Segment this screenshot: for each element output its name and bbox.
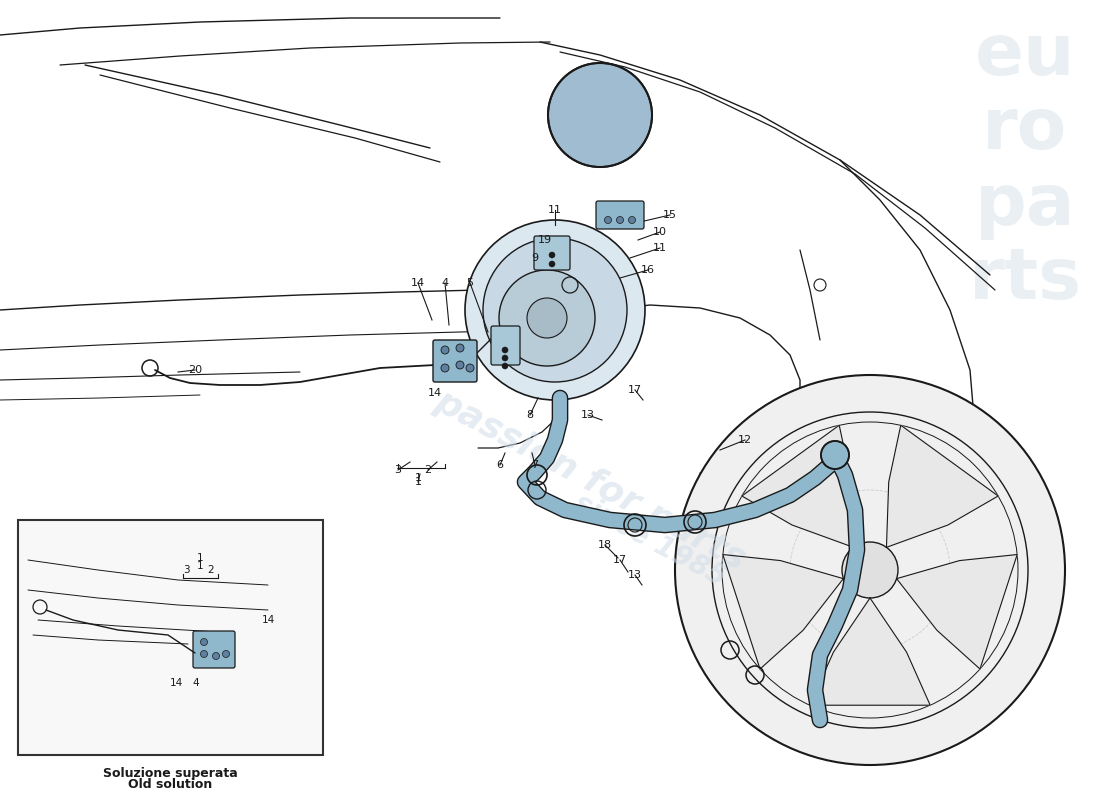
Text: 7: 7 xyxy=(531,460,539,470)
Circle shape xyxy=(466,364,474,372)
Text: 13: 13 xyxy=(628,570,642,580)
Text: 10: 10 xyxy=(653,227,667,237)
Text: 2: 2 xyxy=(425,465,431,475)
Circle shape xyxy=(200,650,208,658)
Text: 1: 1 xyxy=(415,473,421,483)
Circle shape xyxy=(675,375,1065,765)
Text: 1: 1 xyxy=(415,477,421,487)
FancyBboxPatch shape xyxy=(192,631,235,668)
Circle shape xyxy=(212,653,220,659)
Polygon shape xyxy=(896,554,1018,669)
Polygon shape xyxy=(887,426,998,547)
Text: 4: 4 xyxy=(192,678,199,688)
Text: 13: 13 xyxy=(581,410,595,420)
Text: passion for parts: passion for parts xyxy=(429,383,751,577)
Text: 1: 1 xyxy=(197,553,204,563)
Circle shape xyxy=(821,441,849,469)
Circle shape xyxy=(441,364,449,372)
Text: 1: 1 xyxy=(197,561,204,571)
Circle shape xyxy=(456,361,464,369)
Text: 6: 6 xyxy=(496,460,504,470)
Circle shape xyxy=(842,542,898,598)
Circle shape xyxy=(222,650,230,658)
Circle shape xyxy=(628,217,636,223)
Circle shape xyxy=(200,638,208,646)
FancyBboxPatch shape xyxy=(18,520,323,755)
Circle shape xyxy=(502,355,508,361)
Text: 15: 15 xyxy=(663,210,676,220)
Text: 14: 14 xyxy=(262,615,275,625)
Text: Old solution: Old solution xyxy=(128,778,212,791)
Text: 17: 17 xyxy=(613,555,627,565)
Text: 3: 3 xyxy=(183,565,189,575)
Polygon shape xyxy=(741,426,854,547)
FancyBboxPatch shape xyxy=(491,326,520,365)
Text: 14: 14 xyxy=(428,388,442,398)
FancyBboxPatch shape xyxy=(433,340,477,382)
Text: since 1985: since 1985 xyxy=(570,488,730,592)
Text: 5: 5 xyxy=(466,278,473,288)
Circle shape xyxy=(605,217,612,223)
Circle shape xyxy=(549,252,556,258)
Polygon shape xyxy=(810,598,931,706)
Circle shape xyxy=(456,344,464,352)
Circle shape xyxy=(502,363,508,369)
Text: 17: 17 xyxy=(628,385,642,395)
Circle shape xyxy=(441,346,449,354)
Text: 9: 9 xyxy=(531,253,539,263)
Text: 11: 11 xyxy=(653,243,667,253)
Text: 4: 4 xyxy=(441,278,449,288)
Circle shape xyxy=(502,347,508,353)
Circle shape xyxy=(483,238,627,382)
Text: Soluzione superata: Soluzione superata xyxy=(102,766,238,779)
Circle shape xyxy=(616,217,624,223)
Text: 3: 3 xyxy=(395,465,402,475)
Circle shape xyxy=(499,270,595,366)
Text: 18: 18 xyxy=(598,540,612,550)
Circle shape xyxy=(527,298,566,338)
Text: 8: 8 xyxy=(527,410,534,420)
FancyBboxPatch shape xyxy=(534,236,570,270)
Text: 12: 12 xyxy=(738,435,752,445)
Polygon shape xyxy=(723,554,844,669)
FancyBboxPatch shape xyxy=(596,201,644,229)
Text: 20: 20 xyxy=(188,365,202,375)
Circle shape xyxy=(549,261,556,267)
Text: 14: 14 xyxy=(169,678,183,688)
Circle shape xyxy=(465,220,645,400)
Text: 11: 11 xyxy=(548,205,562,215)
Text: 16: 16 xyxy=(641,265,654,275)
Text: eu: eu xyxy=(975,21,1076,90)
Text: ro: ro xyxy=(982,95,1068,165)
Text: 2: 2 xyxy=(208,565,214,575)
Text: 14: 14 xyxy=(411,278,425,288)
Text: rts: rts xyxy=(968,246,1081,314)
Text: pa: pa xyxy=(975,170,1076,239)
Text: 19: 19 xyxy=(538,235,552,245)
Circle shape xyxy=(548,63,652,167)
